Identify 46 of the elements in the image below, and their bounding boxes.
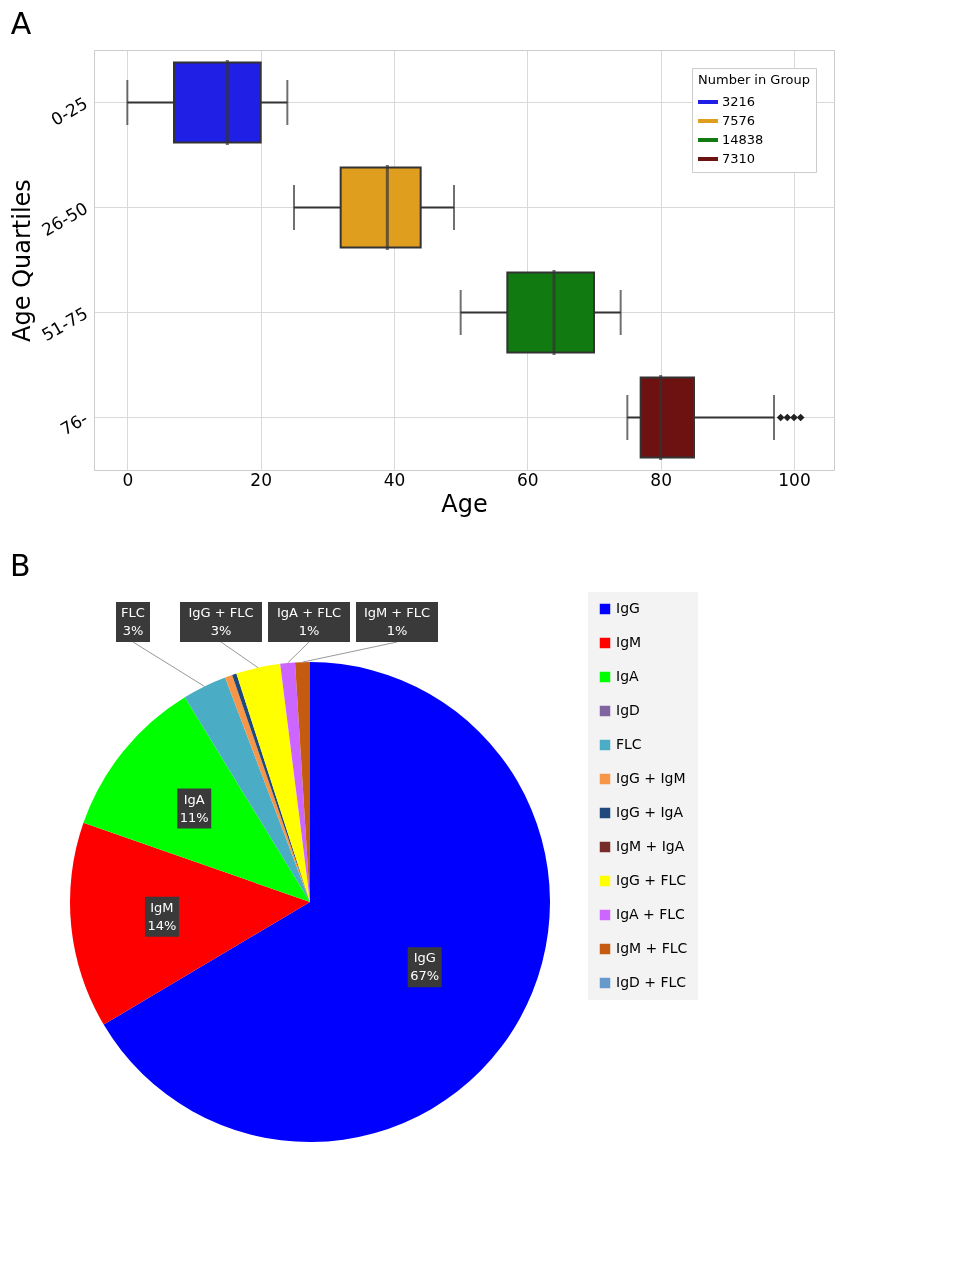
- legend-label: IgG + IgM: [616, 770, 686, 786]
- legend-label: IgA: [616, 668, 640, 684]
- legend-label: IgD: [616, 702, 640, 718]
- legend-label: IgG + IgA: [616, 804, 684, 820]
- legend-label: IgG: [616, 600, 640, 616]
- legend-label: IgG + FLC: [616, 872, 687, 888]
- chart-title: B: [10, 548, 31, 583]
- data-label: 3%: [210, 623, 232, 638]
- pie-slice: [83, 697, 310, 902]
- y-axis-title: Age Quartiles: [8, 179, 37, 342]
- data-label: 1%: [298, 623, 320, 638]
- data-label: 11%: [179, 809, 209, 825]
- data-label: 1%: [386, 623, 408, 638]
- data-label: 14%: [147, 917, 177, 933]
- slice-label: IgA + FLC: [277, 605, 341, 620]
- x-tick-label: 60: [517, 469, 539, 490]
- x-tick-label: 80: [650, 469, 672, 490]
- x-tick-label: 0: [122, 469, 134, 490]
- slice-label: FLC: [121, 605, 145, 620]
- x-tick-label: 40: [383, 469, 406, 490]
- slice-label: IgM: [150, 899, 174, 915]
- legend-label: IgD + FLC: [616, 974, 687, 990]
- legend-label: 14838: [722, 132, 764, 147]
- pie-slice: [70, 822, 310, 1025]
- x-tick-label: 20: [250, 469, 272, 490]
- data-label: 3%: [122, 623, 144, 638]
- y-tick-label: 0-25: [47, 92, 91, 130]
- legend-label: IgM + IgA: [616, 838, 685, 854]
- legend-label: FLC: [616, 736, 642, 752]
- chart-title: A: [10, 6, 32, 41]
- slice-label: IgA: [183, 791, 205, 807]
- slice-label: IgG: [413, 950, 436, 966]
- legend-label: IgM + FLC: [616, 940, 688, 956]
- y-tick-label: 76-: [56, 407, 91, 440]
- legend-title: Number in Group: [698, 72, 810, 87]
- legend-label: 7576: [722, 113, 756, 128]
- slice-label: IgM + FLC: [363, 605, 431, 620]
- legend-label: 3216: [722, 94, 756, 109]
- data-label: 67%: [410, 968, 440, 984]
- legend-label: 7310: [722, 151, 756, 166]
- legend-label: IgA + FLC: [616, 906, 686, 922]
- x-axis-title: Age: [441, 489, 488, 518]
- x-tick-label: 100: [778, 469, 811, 490]
- legend-label: IgM: [616, 634, 642, 650]
- pie-slice: [103, 662, 550, 1142]
- slice-label: IgG + FLC: [188, 605, 254, 620]
